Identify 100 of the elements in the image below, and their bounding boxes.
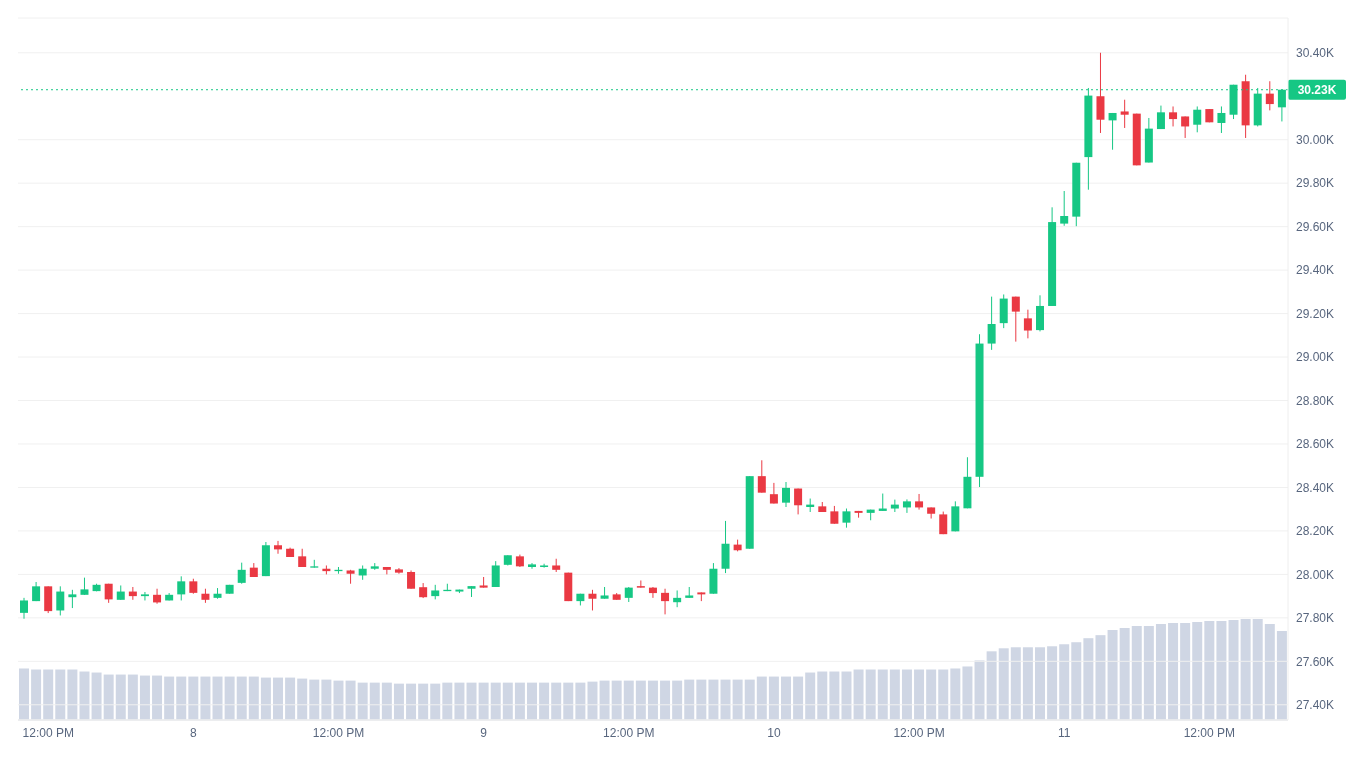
bar — [466, 682, 477, 720]
bar — [103, 674, 114, 720]
bar — [1035, 647, 1045, 720]
bar — [901, 669, 912, 720]
y-tick-label: 28.80K — [1296, 393, 1335, 408]
candlestick — [1169, 105, 1178, 127]
bar — [539, 682, 550, 720]
candlestick — [1265, 80, 1274, 111]
bar — [188, 676, 199, 720]
candlestick — [769, 482, 778, 505]
x-tick-label: 11 — [1058, 725, 1071, 740]
candlestick — [407, 569, 416, 590]
candlestick — [588, 589, 597, 611]
bar — [164, 676, 175, 720]
y-tick-label: 29.40K — [1296, 263, 1335, 278]
y-tick-label: 28.60K — [1296, 437, 1335, 452]
bar — [115, 674, 126, 720]
x-tick-label: 10 — [767, 725, 781, 740]
candlestick — [382, 566, 391, 575]
candlestick — [1181, 115, 1190, 139]
x-tick-label: 12:00 PM — [603, 725, 655, 740]
bar — [406, 683, 417, 720]
bar — [611, 680, 622, 720]
bar — [176, 676, 187, 720]
bar — [1107, 630, 1118, 720]
x-tick-label: 12:00 PM — [22, 725, 74, 740]
candlestick — [927, 506, 936, 520]
candlestick — [842, 508, 851, 529]
bar — [623, 680, 634, 720]
bar — [817, 671, 828, 720]
bar — [236, 676, 247, 720]
bar — [478, 682, 489, 720]
bar — [551, 682, 562, 720]
bar — [297, 678, 308, 720]
bar — [635, 680, 646, 720]
candlestick — [1217, 105, 1226, 134]
y-tick-label: 29.60K — [1296, 219, 1335, 234]
bar — [1180, 623, 1191, 720]
bar — [502, 682, 513, 720]
candlestick — [1060, 190, 1069, 227]
bar — [1143, 626, 1154, 720]
bar — [1155, 624, 1166, 720]
y-tick-label: 27.80K — [1296, 611, 1335, 626]
candlestick — [794, 488, 803, 515]
bar — [19, 668, 29, 720]
bar — [127, 674, 138, 720]
bar — [1276, 631, 1287, 720]
candlestick — [1108, 112, 1117, 151]
bar — [1228, 620, 1239, 720]
bar — [454, 682, 465, 720]
y-tick-label: 29.00K — [1296, 350, 1335, 365]
bar — [563, 682, 574, 720]
bar — [79, 671, 90, 720]
x-tick-label: 12:00 PM — [312, 725, 365, 740]
bar — [1095, 635, 1106, 720]
bar — [345, 680, 356, 720]
bar — [938, 669, 949, 720]
bar — [829, 671, 840, 720]
candlestick — [140, 591, 149, 601]
bar — [1240, 619, 1251, 720]
bar — [1010, 647, 1021, 720]
bar — [732, 679, 743, 720]
bar — [974, 660, 985, 720]
candlestick — [757, 459, 766, 494]
candlestick — [491, 560, 500, 588]
bar — [744, 679, 755, 720]
candlestick — [782, 481, 790, 508]
x-tick-label: 9 — [480, 725, 488, 740]
bar — [31, 669, 42, 720]
candlestick — [540, 563, 549, 569]
bar — [647, 680, 658, 720]
bar — [1119, 628, 1130, 720]
x-tick-label: 12:00 PM — [893, 725, 945, 740]
bar — [660, 680, 671, 720]
bar — [212, 676, 223, 720]
bar — [793, 676, 804, 720]
bar — [430, 683, 441, 720]
y-tick-label: 27.40K — [1296, 698, 1335, 713]
bar — [962, 666, 973, 720]
candlestick — [1023, 309, 1032, 339]
candlestick — [648, 586, 657, 599]
y-tick-label: 28.40K — [1296, 480, 1335, 495]
bar — [285, 677, 296, 720]
bar — [260, 677, 271, 720]
bar — [442, 682, 453, 720]
candlestick — [20, 597, 28, 620]
candlestick — [1011, 296, 1020, 343]
bar — [393, 683, 404, 720]
bar — [1083, 638, 1094, 720]
bar — [1071, 642, 1082, 720]
bar — [55, 669, 66, 720]
bar — [708, 679, 719, 720]
bar — [889, 669, 900, 720]
bar — [369, 682, 380, 720]
bar — [1059, 644, 1070, 720]
candlestick — [298, 548, 307, 568]
bar — [200, 676, 211, 720]
bar — [1204, 621, 1215, 720]
bar — [1216, 621, 1227, 720]
candlestick — [56, 585, 65, 616]
